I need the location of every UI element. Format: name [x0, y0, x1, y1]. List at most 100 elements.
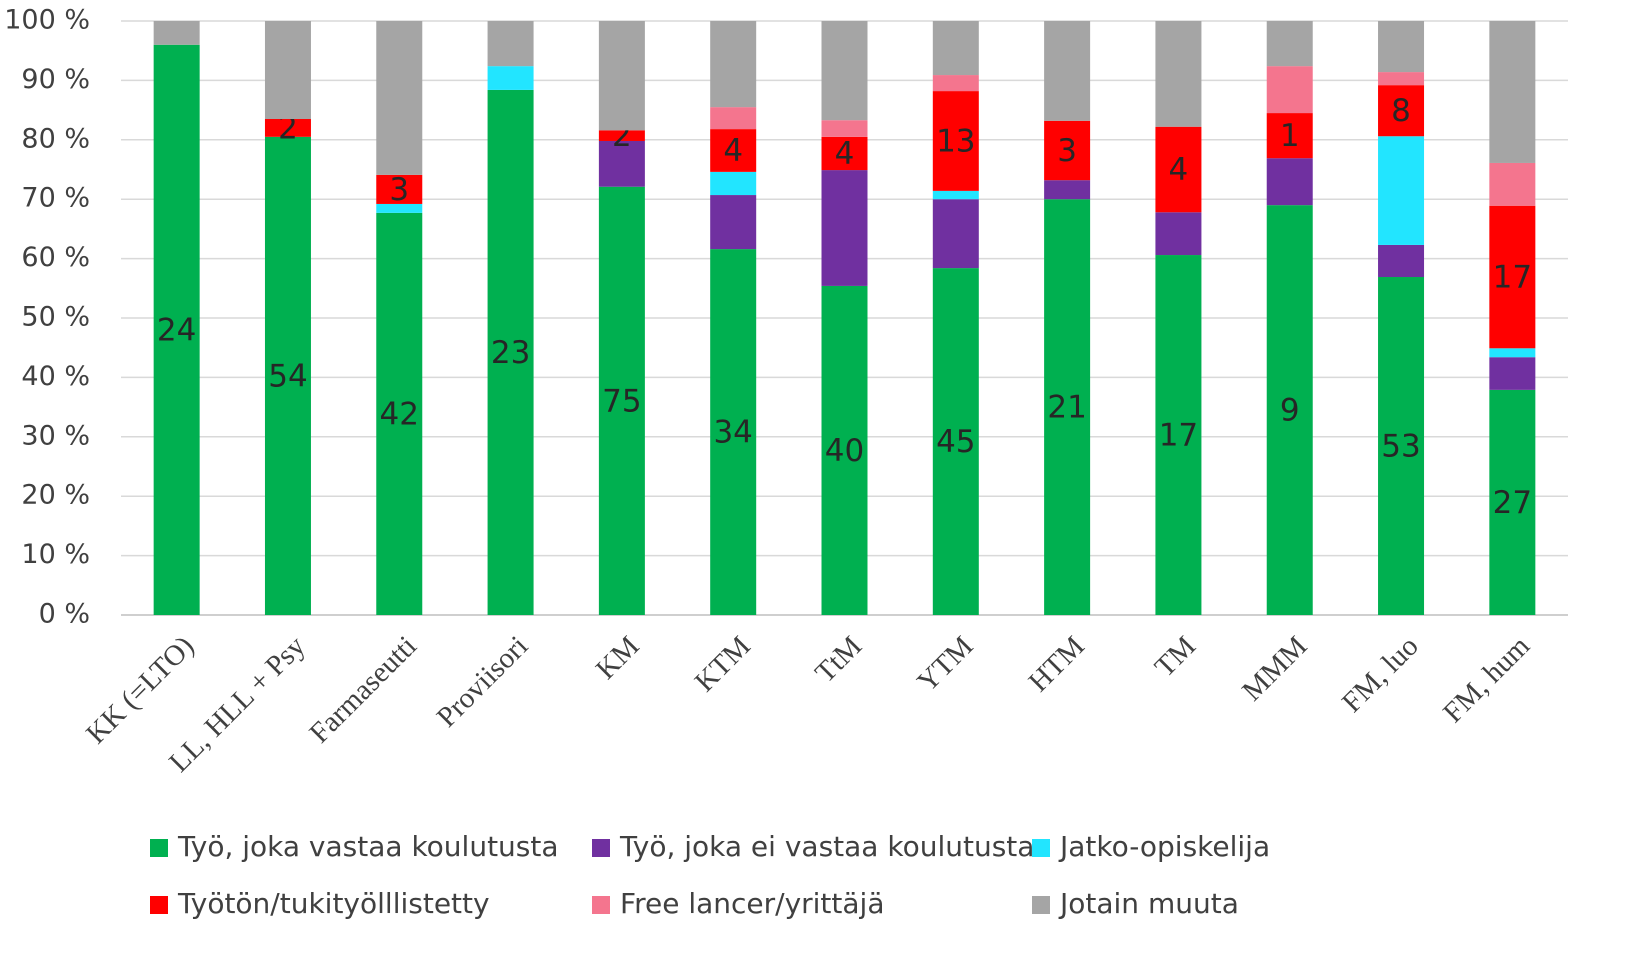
- legend-swatch: [1032, 839, 1050, 857]
- bar-segment: [932, 75, 979, 92]
- y-tick-label: 10 %: [21, 539, 90, 570]
- data-label: 4: [835, 136, 855, 172]
- bar-segment: [1266, 21, 1313, 67]
- x-tick-label: FM, luo: [1336, 630, 1425, 719]
- bar-segment: [932, 268, 979, 615]
- bar-segment: [932, 21, 979, 76]
- data-label: 17: [1159, 418, 1198, 454]
- bar-segment: [153, 44, 200, 615]
- bar-segment: [710, 171, 757, 196]
- data-label: 23: [491, 335, 530, 371]
- data-label: 45: [936, 424, 975, 460]
- y-tick-label: 40 %: [21, 361, 90, 392]
- y-tick-label: 70 %: [21, 183, 90, 214]
- bar-segment: [376, 212, 423, 615]
- legend-label: Jatko-opiskelija: [1058, 830, 1270, 863]
- bar-segment: [1266, 158, 1313, 206]
- bar-segment: [1044, 21, 1091, 121]
- bar-segment: [1378, 72, 1425, 86]
- bar-segment: [376, 174, 423, 204]
- data-label: 53: [1381, 429, 1420, 465]
- y-tick-label: 100 %: [4, 5, 90, 36]
- bar-segment: [1378, 21, 1425, 73]
- legend-swatch: [592, 896, 610, 914]
- data-label: 75: [602, 383, 641, 419]
- x-tick-label: KM: [590, 630, 646, 686]
- bar-segment: [264, 21, 311, 120]
- bar-segment: [1044, 180, 1091, 200]
- x-tick-label: HTM: [1023, 630, 1091, 698]
- y-tick-label: 60 %: [21, 242, 90, 273]
- bar-segment: [1378, 244, 1425, 278]
- y-tick-label: 50 %: [21, 302, 90, 333]
- bar-segment: [821, 136, 868, 171]
- bar-segment: [1266, 113, 1313, 159]
- legend-swatch: [1032, 896, 1050, 914]
- data-label: 4: [1169, 152, 1189, 188]
- x-tick-label: Farmaseutti: [303, 630, 422, 749]
- data-label: 34: [713, 415, 752, 451]
- data-label: 24: [157, 312, 196, 348]
- legend-label: Työtön/tukityölllistetty: [177, 887, 490, 920]
- bar-segment: [1489, 162, 1536, 206]
- bar-segment: [932, 199, 979, 269]
- data-label: 27: [1493, 485, 1532, 521]
- y-tick-label: 90 %: [21, 64, 90, 95]
- bar-segment: [1489, 348, 1536, 358]
- y-tick-label: 80 %: [21, 123, 90, 154]
- bar-segment: [487, 89, 534, 616]
- bar-segment: [821, 120, 868, 137]
- bar-segment: [376, 203, 423, 213]
- bar-segment: [710, 129, 757, 172]
- bar-segment: [264, 136, 311, 615]
- x-tick-label: KTM: [689, 630, 757, 698]
- bar-segment: [487, 21, 534, 67]
- bar-segment: [1489, 205, 1536, 349]
- y-tick-label: 0 %: [39, 599, 90, 630]
- data-label: 3: [389, 172, 409, 208]
- bar-segment: [821, 21, 868, 121]
- data-label: 40: [825, 433, 864, 469]
- bar-segment: [1155, 255, 1202, 615]
- data-label: 42: [380, 396, 419, 432]
- data-label: 1: [1280, 118, 1300, 154]
- data-label: 4: [723, 133, 743, 169]
- bar-segment: [1378, 136, 1425, 245]
- y-tick-label: 30 %: [21, 420, 90, 451]
- x-tick-label: MMM: [1236, 630, 1313, 707]
- bar-segment: [376, 21, 423, 175]
- legend-label: Työ, joka ei vastaa koulutusta: [619, 830, 1034, 863]
- bar-segment: [153, 21, 200, 45]
- bar-segment: [821, 170, 868, 286]
- data-label: 13: [936, 123, 975, 159]
- data-label: 54: [268, 358, 307, 394]
- bar-segment: [1155, 212, 1202, 256]
- x-tick-label: TM: [1149, 630, 1202, 683]
- bar-segment: [1378, 277, 1425, 615]
- bar-segment: [1155, 126, 1202, 213]
- bar-segment: [1266, 66, 1313, 114]
- data-label: 8: [1391, 93, 1411, 129]
- data-label: 17: [1493, 260, 1532, 296]
- bar-segment: [1044, 120, 1091, 181]
- bar-segment: [487, 66, 534, 90]
- x-tick-label: Proviisori: [431, 630, 535, 734]
- bar-segment: [1489, 389, 1536, 615]
- bar-segment: [710, 195, 757, 250]
- bar-segment: [710, 21, 757, 108]
- legend-swatch: [150, 896, 168, 914]
- bar-segment: [1266, 205, 1313, 615]
- bar-segment: [821, 285, 868, 615]
- bar-segment: [932, 190, 979, 200]
- bar-segment: [710, 107, 757, 130]
- legend-swatch: [150, 839, 168, 857]
- data-label: 9: [1280, 393, 1300, 429]
- bar-segment: [598, 130, 645, 141]
- bar-segment: [1155, 21, 1202, 127]
- bar-segment: [598, 140, 645, 187]
- x-tick-label: TtM: [809, 630, 868, 689]
- legend-label: Free lancer/yrittäjä: [620, 887, 884, 920]
- bar-segment: [710, 249, 757, 615]
- bar-segment: [598, 186, 645, 615]
